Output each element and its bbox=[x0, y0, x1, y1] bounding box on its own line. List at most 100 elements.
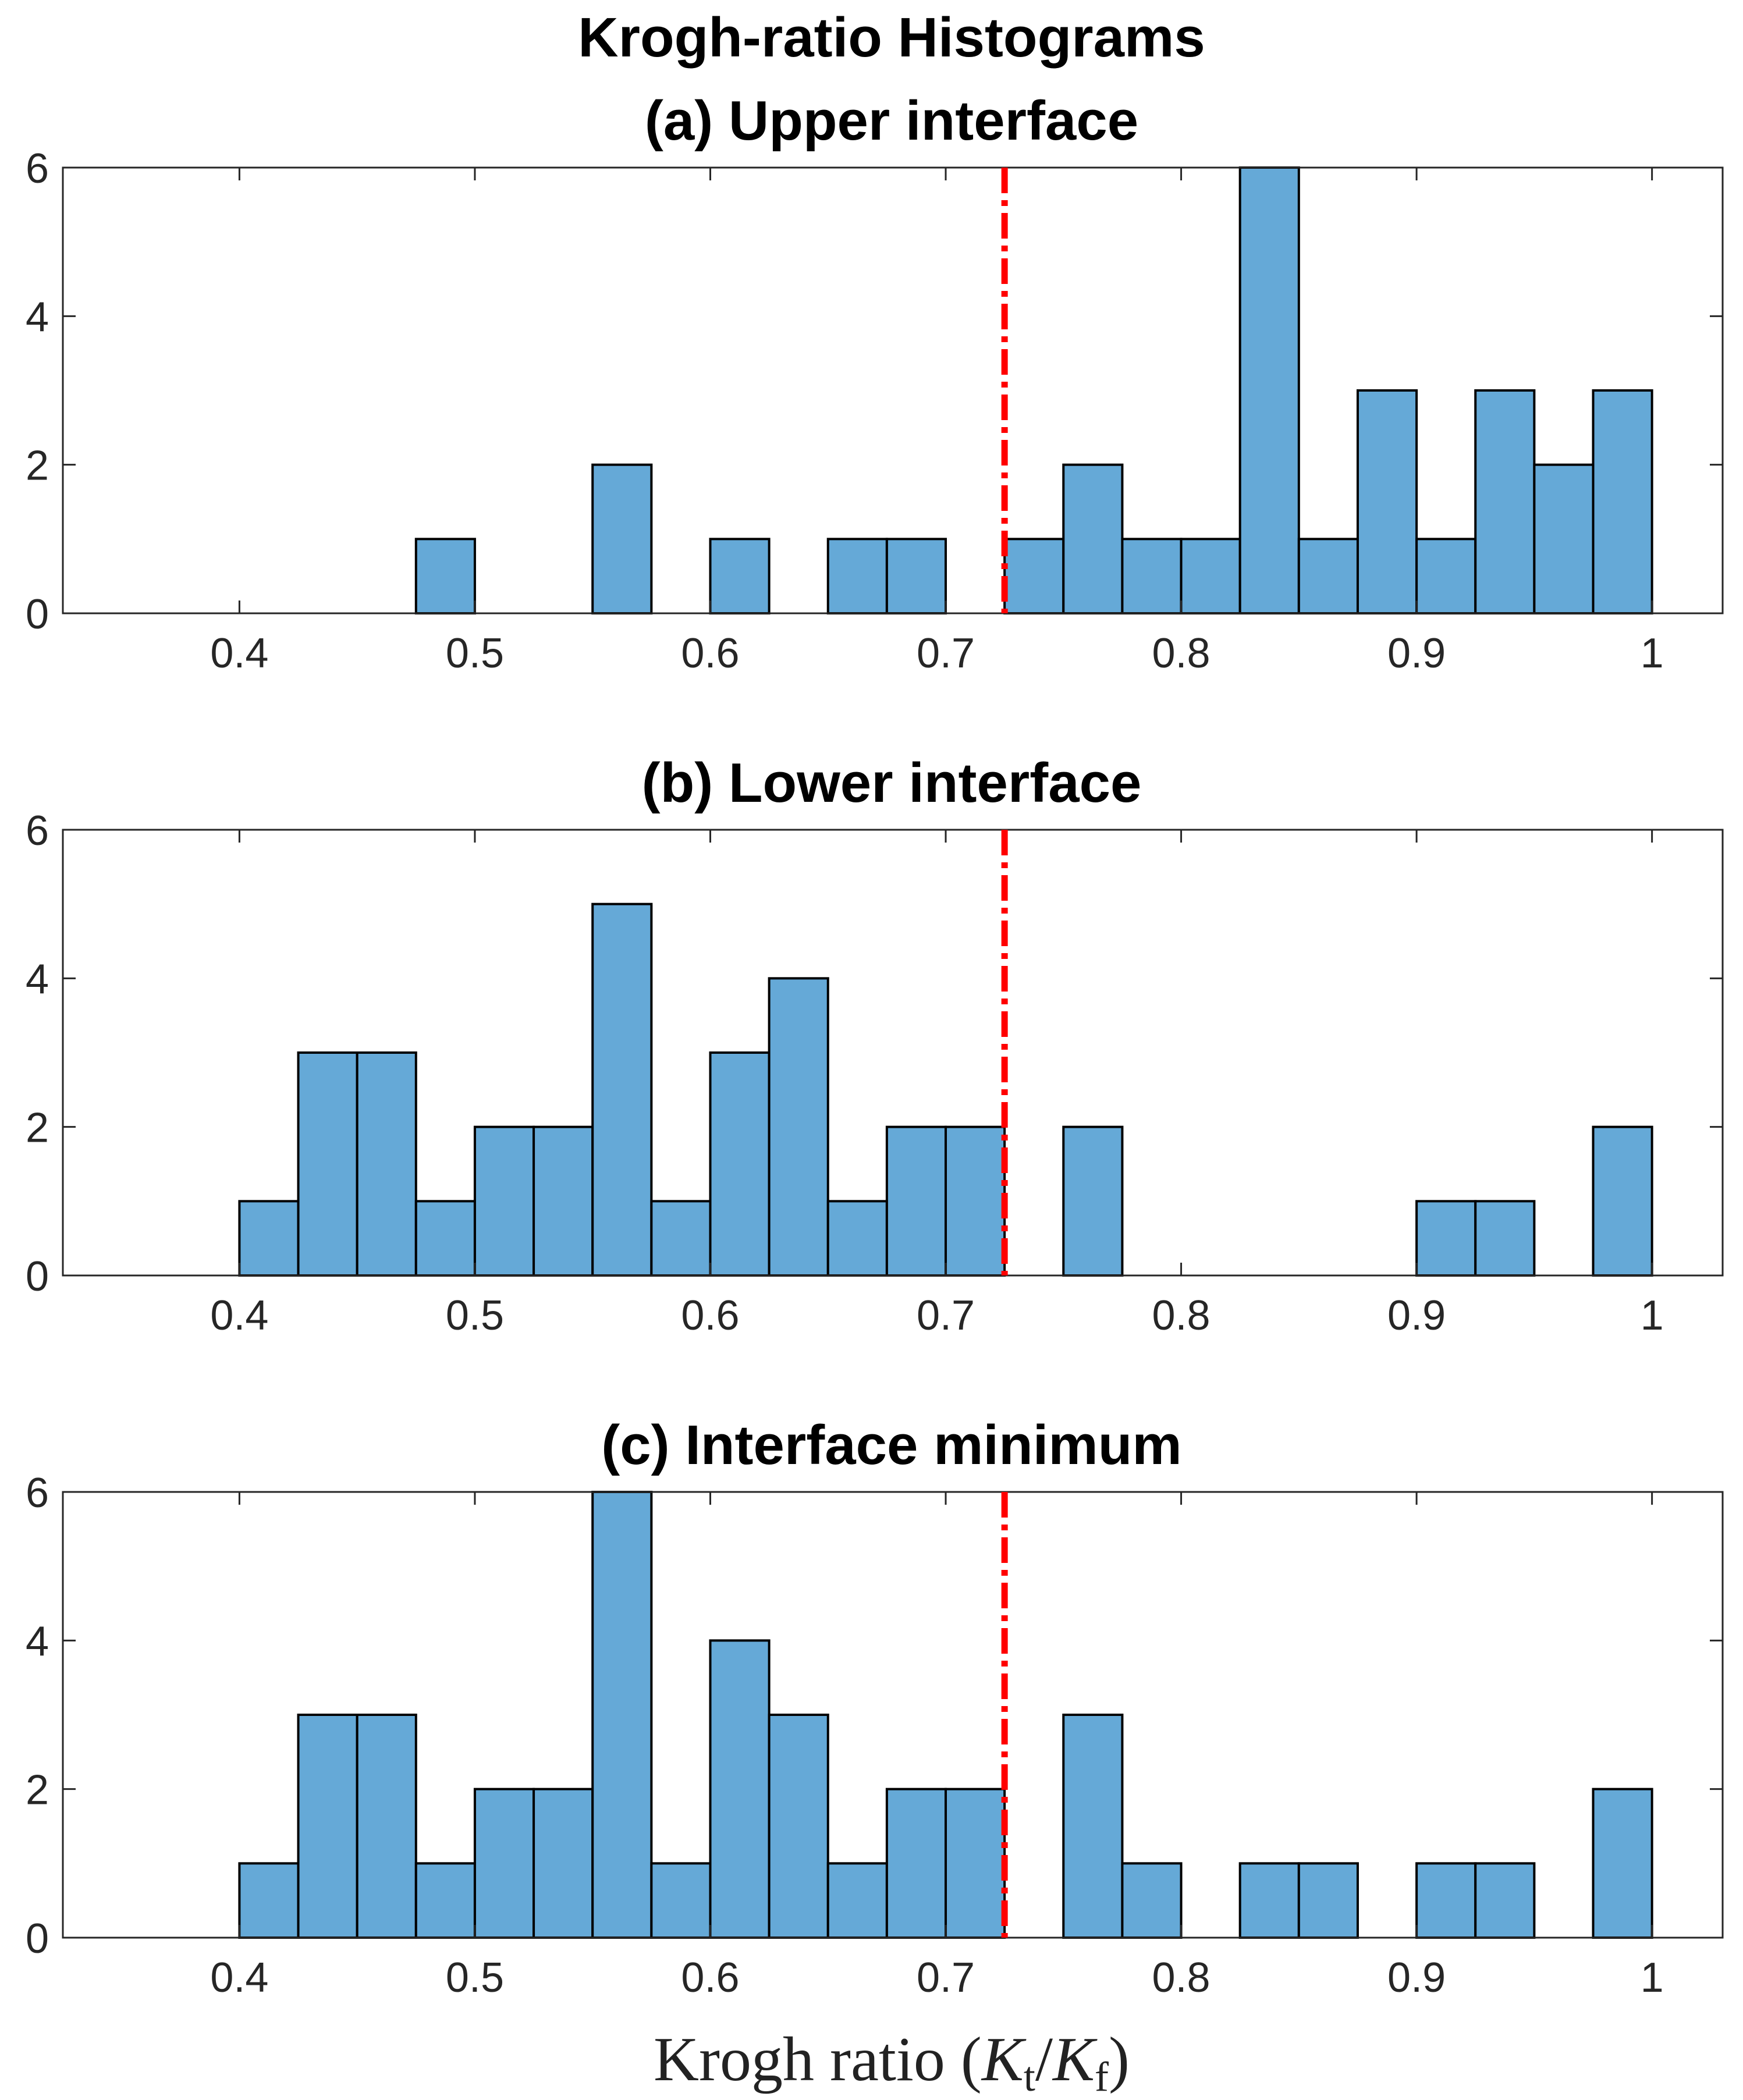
x-tick-label: 0.8 bbox=[1152, 1955, 1210, 2001]
histogram-bar bbox=[1297, 538, 1359, 614]
x-tick-label: 0.8 bbox=[1152, 630, 1210, 677]
histogram-bar bbox=[768, 977, 829, 1277]
histogram-bar bbox=[1474, 1862, 1536, 1939]
histogram-bar bbox=[1592, 1788, 1653, 1939]
histogram-bar bbox=[1003, 538, 1065, 614]
y-tick-label: 2 bbox=[26, 443, 49, 489]
histogram-bar bbox=[297, 1714, 358, 1939]
histogram-bar bbox=[885, 538, 947, 614]
x-axis-label: Krogh ratio (Kt/Kf) bbox=[654, 2025, 1130, 2100]
y-tick-label: 2 bbox=[26, 1767, 49, 1814]
x-axis-label-close: ) bbox=[1109, 2025, 1130, 2094]
x-tick-label: 0.6 bbox=[681, 630, 739, 677]
histogram-bar bbox=[533, 1125, 594, 1277]
histogram-bar bbox=[1121, 1862, 1183, 1939]
x-tick-label: 1 bbox=[1641, 1955, 1664, 2001]
y-tick-label: 0 bbox=[26, 1253, 49, 1300]
histogram-bar bbox=[1592, 389, 1653, 614]
y-tick-label: 4 bbox=[26, 956, 49, 1003]
panel-2: (b) Lower interface 0.4 0.5 0.6 0.7 0.8 0.9 1 0 2… bbox=[26, 752, 1724, 1339]
histogram-bar bbox=[1238, 1862, 1300, 1939]
x-tick-label: 0.8 bbox=[1152, 1292, 1210, 1339]
x-tick-label: 0.5 bbox=[446, 1955, 504, 2001]
histogram-bar bbox=[1356, 389, 1418, 614]
histogram-bar bbox=[885, 1125, 947, 1277]
histogram-bar bbox=[533, 1788, 594, 1939]
histogram-bar bbox=[885, 1788, 947, 1939]
x-tick-label: 1 bbox=[1641, 630, 1664, 677]
x-axis-label-k2: K bbox=[1052, 2025, 1098, 2094]
axes-box bbox=[62, 1491, 1724, 1939]
histogram-bar bbox=[591, 902, 653, 1277]
histogram-bar bbox=[1121, 538, 1183, 614]
histogram-bar bbox=[1180, 538, 1241, 614]
histogram-bar bbox=[1474, 1200, 1536, 1277]
histogram-bar bbox=[591, 463, 653, 615]
histogram-bar bbox=[238, 1200, 300, 1277]
y-tick-label: 0 bbox=[26, 591, 49, 638]
x-tick-label: 0.4 bbox=[210, 1292, 268, 1339]
histogram-bar bbox=[650, 1200, 712, 1277]
histogram-bar bbox=[1415, 1200, 1477, 1277]
x-axis-label-k1: K bbox=[981, 2025, 1027, 2094]
x-tick-label: 0.9 bbox=[1387, 630, 1446, 677]
y-tick-label: 6 bbox=[26, 1470, 49, 1516]
histogram-bar bbox=[945, 1125, 1006, 1277]
histogram-bar bbox=[826, 1862, 888, 1939]
x-tick-label: 0.6 bbox=[681, 1292, 739, 1339]
histogram-bar bbox=[826, 538, 888, 614]
histogram-bar bbox=[1533, 463, 1595, 615]
x-tick-label: 0.5 bbox=[446, 1292, 504, 1339]
x-tick-label: 0.4 bbox=[210, 1955, 268, 2001]
figure-title: Krogh-ratio Histograms bbox=[578, 6, 1205, 69]
x-axis-label-main: Krogh ratio ( bbox=[654, 2025, 982, 2094]
x-tick-label: 1 bbox=[1641, 1292, 1664, 1339]
histogram-bar bbox=[414, 1200, 476, 1277]
histogram-bar bbox=[1062, 1125, 1124, 1277]
y-tick-label: 6 bbox=[26, 145, 49, 192]
histogram-bar bbox=[1415, 1862, 1477, 1939]
histogram-bar bbox=[945, 1788, 1006, 1939]
x-tick-label: 0.9 bbox=[1387, 1292, 1446, 1339]
x-tick-label: 0.9 bbox=[1387, 1955, 1446, 2001]
x-tick-label: 0.7 bbox=[917, 630, 975, 677]
x-tick-label: 0.7 bbox=[917, 1955, 975, 2001]
y-tick-label: 6 bbox=[26, 808, 49, 854]
y-tick-label: 4 bbox=[26, 1618, 49, 1665]
x-tick-label: 0.6 bbox=[681, 1955, 739, 2001]
histogram-bar bbox=[414, 538, 476, 614]
histogram-bar bbox=[473, 1125, 535, 1277]
x-tick-label: 0.7 bbox=[917, 1292, 975, 1339]
histogram-bar bbox=[414, 1862, 476, 1939]
y-tick-label: 2 bbox=[26, 1105, 49, 1152]
histogram-bar bbox=[473, 1788, 535, 1939]
panel-2-title: (b) Lower interface bbox=[642, 752, 1142, 814]
histogram-bar bbox=[591, 1491, 653, 1939]
histogram-bar bbox=[238, 1862, 300, 1939]
panel-1-title: (a) Upper interface bbox=[645, 90, 1138, 152]
x-tick-label: 0.5 bbox=[446, 630, 504, 677]
histogram-bar bbox=[1415, 538, 1477, 614]
histogram-bar bbox=[1062, 1714, 1124, 1939]
histogram-bar bbox=[1062, 463, 1124, 615]
axes-box bbox=[62, 829, 1724, 1277]
y-tick-label: 0 bbox=[26, 1916, 49, 1962]
histogram-bar bbox=[1297, 1862, 1359, 1939]
panel-3-title: (c) Interface minimum bbox=[601, 1414, 1182, 1476]
histogram-bar bbox=[1592, 1125, 1653, 1277]
histogram-bar bbox=[356, 1051, 417, 1277]
histogram-bar bbox=[356, 1714, 417, 1939]
histogram-bar bbox=[768, 1714, 829, 1939]
histogram-bar bbox=[826, 1200, 888, 1277]
histogram-bar bbox=[709, 1639, 771, 1939]
histogram-bar bbox=[709, 538, 771, 614]
histogram-bar bbox=[1474, 389, 1536, 614]
x-tick-label: 0.4 bbox=[210, 630, 268, 677]
panel-1: (a) Upper interface 0.4 0.5 0.6 0.7 0.8 0.9 1 0 2… bbox=[26, 90, 1724, 677]
x-axis-label-sub2: f bbox=[1095, 2053, 1109, 2100]
histogram-bar bbox=[1238, 166, 1300, 614]
histogram-bar bbox=[297, 1051, 358, 1277]
y-tick-label: 4 bbox=[26, 294, 49, 340]
x-axis-label-sub1: t bbox=[1024, 2053, 1035, 2100]
